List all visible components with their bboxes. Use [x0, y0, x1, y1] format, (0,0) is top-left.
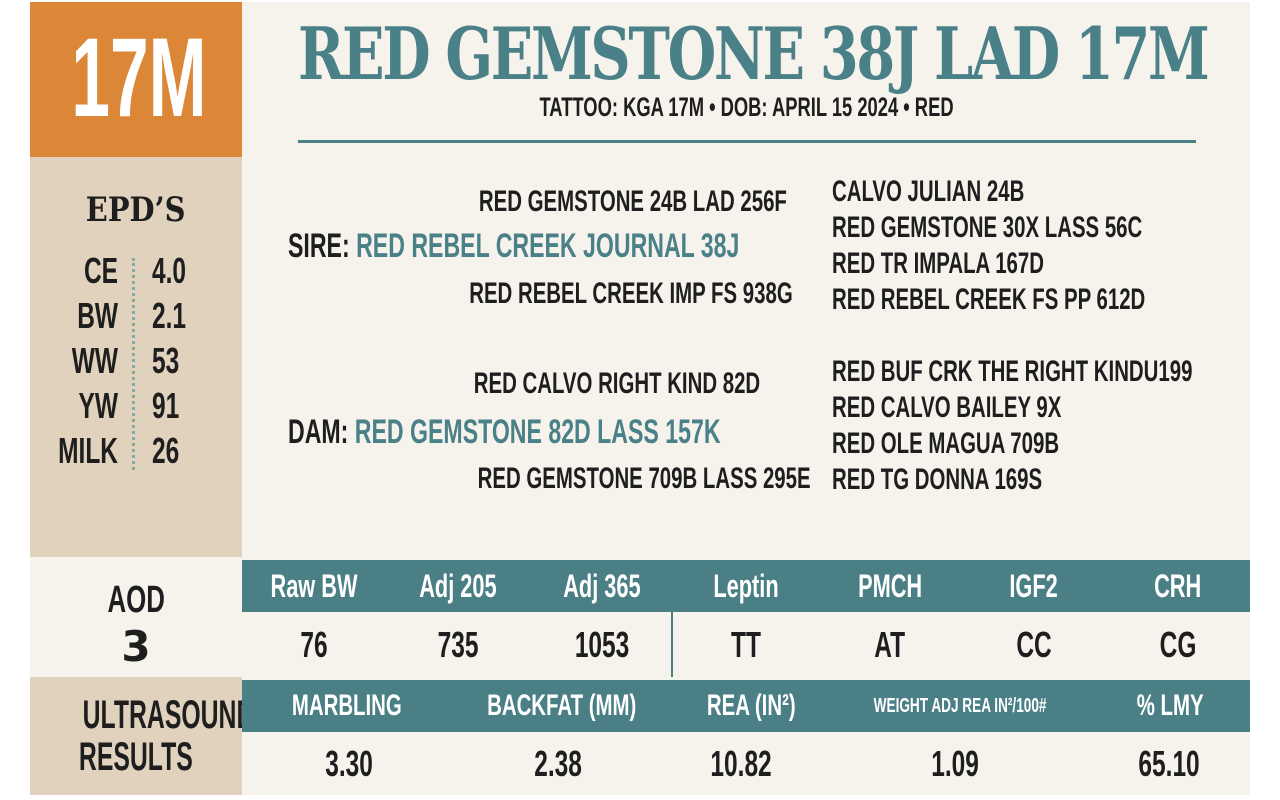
performance-value: CC	[1016, 623, 1052, 665]
ultrasound-value: 65.10	[1137, 742, 1200, 784]
sire-grandparent: RED REBEL CREEK FS PP 612D	[832, 283, 1146, 316]
epd-value-ce: 4.0	[152, 250, 187, 291]
aod-value: 3	[121, 622, 151, 671]
ultrasound-value: 2.38	[533, 742, 582, 784]
epd-heading: EPD’S	[86, 190, 186, 230]
ultrasound-header: MARBLING	[291, 689, 402, 722]
ultrasound-value: 1.09	[930, 742, 979, 784]
performance-header: Adj 205	[419, 567, 497, 604]
performance-header: Adj 365	[563, 567, 641, 604]
epd-value-milk: 26	[152, 430, 180, 471]
performance-value: CG	[1159, 623, 1197, 665]
performance-value: TT	[731, 623, 761, 665]
performance-value: AT	[874, 623, 906, 665]
ultrasound-header: WEIGHT ADJ REA IN²/100#	[874, 694, 1047, 717]
performance-header: IGF2	[1009, 567, 1059, 604]
sire-grandparent: CALVO JULIAN 24B	[832, 175, 1025, 208]
lot-number: 17M	[71, 15, 207, 140]
performance-header: Leptin	[713, 567, 779, 604]
dam-grandparent: RED CALVO BAILEY 9X	[832, 391, 1062, 424]
ultrasound-label: ULTRASOUND RESULTS	[79, 693, 255, 779]
performance-header: PMCH	[857, 567, 923, 604]
epd-label-bw: BW	[77, 295, 118, 336]
epd-value-bw: 2.1	[152, 295, 187, 336]
performance-header: CRH	[1154, 567, 1202, 604]
ultrasound-header: REA (IN²)	[706, 689, 796, 722]
ultrasound-value-row: 3.30 2.38 10.82 1.09 65.10	[242, 732, 1250, 795]
sire-dam: RED REBEL CREEK IMP FS 938G	[469, 277, 793, 310]
dam-grandparent: RED BUF CRK THE RIGHT KINDU199	[832, 355, 1193, 388]
dam-sire: RED CALVO RIGHT KIND 82D	[473, 367, 760, 400]
ultrasound-header-row: MARBLING BACKFAT (MM) REA (IN²) WEIGHT ADJ …	[242, 680, 1250, 732]
dam-line: DAM: RED GEMSTONE 82D LASS 157K	[288, 413, 721, 451]
lot-number-box	[30, 2, 242, 157]
ultrasound-label-panel	[30, 677, 242, 795]
sire-grandparent: RED GEMSTONE 30X LASS 56C	[832, 211, 1143, 244]
ultrasound-header: BACKFAT (MM)	[486, 689, 636, 722]
epd-label-yw: YW	[78, 385, 118, 426]
ultrasound-value: 3.30	[325, 742, 373, 784]
performance-value: 1053	[574, 623, 630, 665]
table-divider	[671, 560, 673, 677]
sire-grandparent: RED TR IMPALA 167D	[832, 247, 1044, 280]
epd-value-ww: 53	[152, 340, 180, 381]
epd-panel	[30, 157, 242, 557]
animal-info: TATTOO: KGA 17M • DOB: APRIL 15 2024 • R…	[539, 92, 955, 122]
aod-label: AOD	[107, 579, 165, 621]
ultrasound-value: 10.82	[710, 742, 772, 784]
performance-header-row: Raw BW Adj 205 Adj 365 Leptin PMCH IGF2 CRH	[242, 560, 1250, 612]
epd-label-ce: CE	[83, 250, 118, 291]
animal-name: RED GEMSTONE 38J LAD 17M	[298, 11, 1210, 96]
epd-label-ww: WW	[71, 340, 118, 381]
epd-dotted-divider	[132, 258, 135, 470]
sire-sire: RED GEMSTONE 24B LAD 256F	[479, 185, 787, 218]
ultrasound-header: % LMY	[1136, 689, 1204, 722]
performance-value-row: 76 735 1053 TT AT CC CG	[242, 612, 1250, 677]
dam-dam: RED GEMSTONE 709B LASS 295E	[478, 462, 811, 495]
epd-value-yw: 91	[152, 385, 180, 426]
title-divider	[298, 140, 1196, 143]
performance-value: 76	[300, 623, 328, 665]
performance-value: 735	[437, 623, 479, 665]
dam-grandparent: RED TG DONNA 169S	[832, 463, 1043, 496]
epd-label-milk: MILK	[58, 430, 118, 471]
performance-header: Raw BW	[270, 567, 358, 604]
sire-line: SIRE: RED REBEL CREEK JOURNAL 38J	[288, 227, 740, 265]
dam-grandparent: RED OLE MAGUA 709B	[832, 427, 1060, 460]
